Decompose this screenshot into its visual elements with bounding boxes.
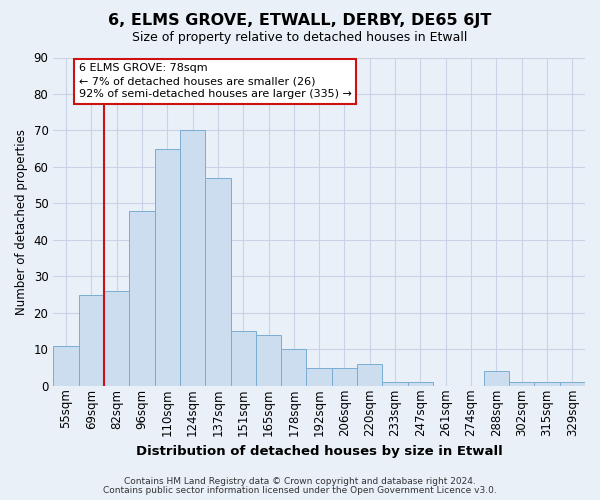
Text: 6 ELMS GROVE: 78sqm
← 7% of detached houses are smaller (26)
92% of semi-detache: 6 ELMS GROVE: 78sqm ← 7% of detached hou… <box>79 63 352 100</box>
Bar <box>129 210 155 386</box>
X-axis label: Distribution of detached houses by size in Etwall: Distribution of detached houses by size … <box>136 444 503 458</box>
Bar <box>256 334 281 386</box>
Text: Size of property relative to detached houses in Etwall: Size of property relative to detached ho… <box>133 31 467 44</box>
Text: Contains HM Land Registry data © Crown copyright and database right 2024.: Contains HM Land Registry data © Crown c… <box>124 477 476 486</box>
Bar <box>382 382 408 386</box>
Bar <box>332 368 357 386</box>
Bar <box>535 382 560 386</box>
Bar <box>357 364 382 386</box>
Bar <box>53 346 79 386</box>
Bar <box>408 382 433 386</box>
Text: 6, ELMS GROVE, ETWALL, DERBY, DE65 6JT: 6, ELMS GROVE, ETWALL, DERBY, DE65 6JT <box>109 12 491 28</box>
Bar <box>484 371 509 386</box>
Bar <box>180 130 205 386</box>
Bar <box>79 294 104 386</box>
Bar <box>560 382 585 386</box>
Text: Contains public sector information licensed under the Open Government Licence v3: Contains public sector information licen… <box>103 486 497 495</box>
Bar <box>205 178 230 386</box>
Y-axis label: Number of detached properties: Number of detached properties <box>15 128 28 314</box>
Bar <box>281 350 307 386</box>
Bar <box>307 368 332 386</box>
Bar <box>230 331 256 386</box>
Bar <box>509 382 535 386</box>
Bar <box>155 148 180 386</box>
Bar <box>104 291 129 386</box>
